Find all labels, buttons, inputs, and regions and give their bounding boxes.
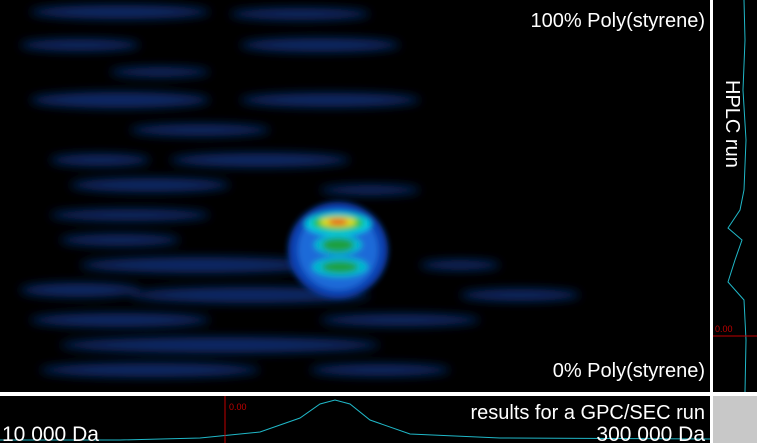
right-label: 300 000 Da [596,423,705,443]
bottom-label: 0% Poly(styrene) [553,360,705,382]
top-label: 100% Poly(styrene) [530,10,705,32]
bottom-marker-label: 0.00 [229,402,247,412]
screenshot: 100% Poly(styrene) 0% Poly(styrene) 0.00… [0,0,757,443]
side-marker-label: 0.00 [715,324,733,334]
main-peak [288,202,388,298]
bottom-title: results for a GPC/SEC run [470,402,705,424]
contour-plot [0,0,710,392]
side-title: HPLC run [721,80,743,168]
left-label: 10 000 Da [2,423,99,443]
corner-box [713,396,757,443]
